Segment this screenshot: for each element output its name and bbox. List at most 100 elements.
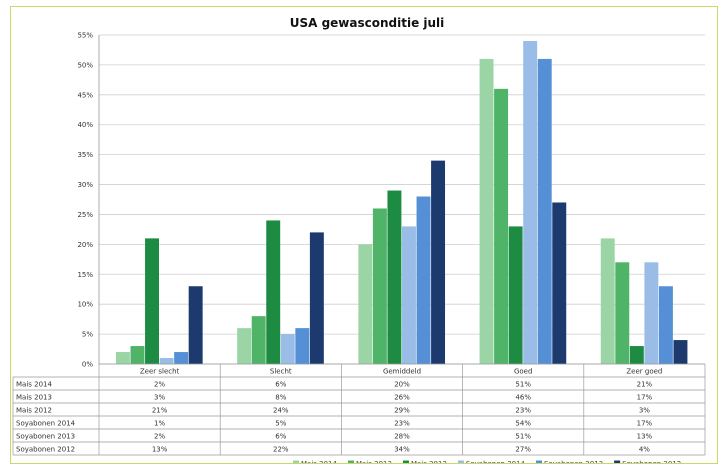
bar-soyabonen-2014-slecht xyxy=(280,334,295,364)
table-cell: 26% xyxy=(394,394,410,402)
table-cell: 13% xyxy=(637,433,653,441)
table-cell: 2% xyxy=(154,381,165,389)
table-cell: 24% xyxy=(273,407,289,415)
table-cell: 27% xyxy=(515,446,531,454)
legend-label-soyabonen-2013: Soyabonen 2013 xyxy=(544,460,603,463)
table-row-label: Soyabonen 2014 xyxy=(16,420,76,428)
table-cell: 6% xyxy=(275,433,286,441)
y-tick-label: 35% xyxy=(77,151,93,159)
bar-soyabonen-2014-zeer-slecht xyxy=(159,358,174,364)
table-cell: 2% xyxy=(154,433,165,441)
x-tick-label: Zeer slecht xyxy=(140,368,180,376)
bar-soyabonen-2012-gemiddeld xyxy=(431,160,446,364)
y-axis: 0% 5% 10% 15% 20% 25% 30% 35% 40% 45% 50% 55% xyxy=(77,32,100,369)
y-tick-label: 15% xyxy=(77,271,93,279)
y-tick-label: 30% xyxy=(77,181,93,189)
y-tick-label: 55% xyxy=(77,32,93,40)
x-tick-label: Gemiddeld xyxy=(383,368,421,376)
bar-mais-2013-gemiddeld xyxy=(372,208,387,364)
bar-soyabonen-2013-zeer-goed xyxy=(658,286,673,364)
legend-label-soyabonen-2012: Soyabonen 2012 xyxy=(622,460,681,463)
table-cell: 23% xyxy=(515,407,531,415)
bars xyxy=(115,40,688,365)
bar-mais-2013-goed xyxy=(494,88,509,364)
bar-mais-2014-zeer-goed xyxy=(600,238,615,364)
bar-soyabonen-2012-slecht xyxy=(309,232,324,364)
legend-swatch-mais-2012 xyxy=(402,460,409,463)
bar-soyabonen-2012-goed xyxy=(552,202,567,364)
table-cell: 51% xyxy=(515,381,531,389)
bar-mais-2012-zeer-slecht xyxy=(145,238,159,364)
chart-title: USA gewasconditie juli xyxy=(290,16,445,30)
table-cell: 20% xyxy=(394,381,410,389)
legend-label-mais-2013: Mais 2013 xyxy=(356,460,392,463)
table-cell: 8% xyxy=(275,394,286,402)
legend: Mais 2014 Mais 2013 Mais 2012 Soyabonen 201… xyxy=(293,460,681,463)
legend-swatch-soyabonen-2012 xyxy=(614,460,621,463)
table-row-label: Mais 2013 xyxy=(16,394,52,402)
legend-label-soyabonen-2014: Soyabonen 2014 xyxy=(466,460,526,463)
table-cell: 51% xyxy=(515,433,531,441)
legend-swatch-mais-2014 xyxy=(293,460,299,463)
bar-soyabonen-2012-zeer-slecht xyxy=(188,286,203,364)
y-tick-label: 20% xyxy=(77,241,93,249)
table-cell: 28% xyxy=(394,433,410,441)
table-cell: 23% xyxy=(394,420,410,428)
bar-mais-2013-zeer-slecht xyxy=(130,346,145,364)
x-tick-label: Zeer goed xyxy=(626,368,662,376)
table-cell: 17% xyxy=(637,420,653,428)
bar-soyabonen-2014-goed xyxy=(523,40,538,365)
bar-mais-2014-zeer-slecht xyxy=(115,352,130,364)
table-cell: 21% xyxy=(152,407,168,415)
table-row-label: Mais 2012 xyxy=(16,407,52,415)
table-cell: 3% xyxy=(154,394,165,402)
bar-soyabonen-2013-zeer-slecht xyxy=(174,352,189,364)
bar-soyabonen-2013-slecht xyxy=(295,328,310,364)
bar-mais-2012-zeer-goed xyxy=(629,346,644,364)
bar-mais-2013-slecht xyxy=(251,316,266,364)
table-cell: 6% xyxy=(275,381,286,389)
table-cell: 46% xyxy=(515,394,531,402)
table-cell: 13% xyxy=(152,446,168,454)
table-cell: 22% xyxy=(273,446,289,454)
bar-mais-2014-slecht xyxy=(237,328,252,364)
bar-mais-2012-slecht xyxy=(266,220,281,364)
legend-label-mais-2014: Mais 2014 xyxy=(301,460,338,463)
y-tick-label: 45% xyxy=(77,91,93,99)
y-tick-label: 25% xyxy=(77,211,93,219)
bar-mais-2012-gemiddeld xyxy=(387,190,402,364)
chart-svg: USA gewasconditie juli 0% 5% 10% 15% 20% 25% 3… xyxy=(12,16,706,463)
table-cell: 21% xyxy=(637,381,653,389)
table-cell: 5% xyxy=(275,420,286,428)
bar-mais-2012-goed xyxy=(508,226,523,364)
chart-frame: USA gewasconditie juli 0% 5% 10% 15% 20% 25% 3… xyxy=(10,6,718,464)
table-row-label: Mais 2014 xyxy=(16,381,53,389)
bar-soyabonen-2014-zeer-goed xyxy=(644,262,659,364)
bar-soyabonen-2014-gemiddeld xyxy=(402,226,416,364)
legend-swatch-soyabonen-2014 xyxy=(457,460,464,463)
table-cell: 1% xyxy=(154,420,165,428)
bar-soyabonen-2013-goed xyxy=(537,58,552,364)
legend-swatch-mais-2013 xyxy=(347,460,354,463)
table-cell: 4% xyxy=(639,446,650,454)
y-tick-label: 50% xyxy=(77,61,93,69)
x-tick-label: Slecht xyxy=(270,368,292,376)
x-tick-label: Goed xyxy=(514,368,532,376)
bar-mais-2014-goed xyxy=(479,58,494,364)
bar-mais-2013-zeer-goed xyxy=(615,262,630,364)
y-tick-label: 0% xyxy=(82,361,93,369)
legend-swatch-soyabonen-2013 xyxy=(536,460,543,463)
bar-soyabonen-2012-zeer-goed xyxy=(673,340,688,364)
table-row-label: Soyabonen 2012 xyxy=(16,446,75,454)
table-cell: 54% xyxy=(515,420,531,428)
bar-soyabonen-2013-gemiddeld xyxy=(416,196,431,364)
table-cell: 17% xyxy=(637,394,653,402)
data-table: Zeer slecht Slecht Gemiddeld Goed Zeer goed M… xyxy=(12,363,706,456)
y-tick-label: 40% xyxy=(77,121,93,129)
y-tick-label: 5% xyxy=(82,331,93,339)
y-tick-label: 10% xyxy=(77,301,93,309)
table-cell: 34% xyxy=(394,446,410,454)
table-cell: 3% xyxy=(639,407,650,415)
legend-label-mais-2012: Mais 2012 xyxy=(411,460,447,463)
table-cell: 29% xyxy=(394,407,410,415)
